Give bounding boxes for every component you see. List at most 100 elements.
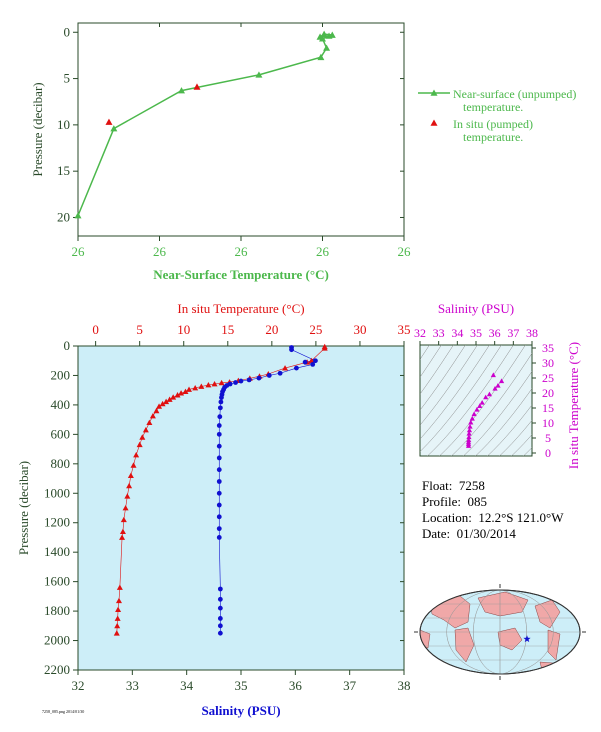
ts-point	[466, 430, 472, 436]
map-landmass	[497, 627, 523, 651]
salinity-point	[216, 526, 222, 532]
profile-salinity-tick-label: 38	[398, 678, 411, 693]
salinity-point	[217, 405, 223, 411]
ts-point	[466, 437, 472, 443]
ts-point	[474, 406, 480, 412]
map-meridian	[473, 590, 527, 674]
float-info-block: Float: 7258 Profile: 085 Location: 12.2°…	[422, 478, 563, 542]
legend-marker-near-surface	[430, 89, 438, 96]
salinity-point	[216, 455, 222, 461]
salinity-point	[216, 502, 222, 508]
near-surface-y-tick-label: 5	[64, 71, 71, 86]
temperature-point	[136, 441, 143, 448]
ts-point	[466, 427, 473, 433]
salinity-point	[217, 596, 223, 602]
near-surface-point	[74, 212, 82, 219]
location-label: Location:	[422, 510, 472, 525]
temperature-point	[114, 615, 121, 621]
profile-temperature-tick-label: 30	[353, 322, 366, 337]
salinity-point	[217, 414, 223, 420]
salinity-point	[216, 423, 222, 428]
temperature-point	[139, 434, 146, 440]
temperature-point	[120, 516, 127, 523]
ts-temperature-tick-label: 30	[542, 356, 554, 370]
salinity-point	[216, 514, 222, 520]
near-surface-point	[255, 71, 263, 78]
salinity-point	[256, 375, 262, 381]
profile-pressure-tick-label: 600	[51, 426, 71, 441]
location-row: Location: 12.2°S 121.0°W	[422, 510, 563, 526]
location-value: 12.2°S 121.0°W	[478, 510, 564, 525]
near-surface-y-axis-title: Pressure (decibar)	[30, 82, 45, 176]
near-surface-x-tick-label: 26	[153, 244, 167, 259]
ts-salinity-tick-label: 36	[489, 326, 501, 340]
float-value: 7258	[458, 478, 485, 493]
ts-density-contour	[420, 345, 442, 378]
near-surface-point	[110, 125, 118, 132]
profile-salinity-tick-label: 35	[235, 678, 248, 693]
temperature-point	[124, 493, 131, 499]
profile-salinity-tick-label: 33	[126, 678, 139, 693]
near-surface-point	[317, 53, 325, 61]
ts-density-contour	[463, 370, 532, 456]
near-surface-point	[320, 30, 328, 37]
legend-label-in-situ: In situ (pumped)	[453, 117, 533, 131]
temperature-point	[119, 528, 126, 534]
salinity-point	[217, 623, 223, 629]
ts-point	[479, 400, 485, 405]
ts-density-contour	[420, 345, 454, 395]
temperature-point	[205, 382, 212, 388]
profile-pressure-tick-label: 2200	[44, 662, 70, 677]
ts-salinity-axis-title: Salinity (PSU)	[438, 301, 514, 316]
near-surface-x-tick-label: 26	[72, 244, 86, 259]
ts-point	[466, 434, 472, 440]
profile-temperature-tick-label: 15	[221, 322, 234, 337]
profile-temperature-tick-label: 25	[309, 322, 322, 337]
near-surface-frame	[77, 22, 405, 237]
temperature-point	[113, 630, 120, 636]
profile-temperature-tick-label: 10	[177, 322, 190, 337]
ts-temperature-tick-label: 15	[542, 401, 554, 415]
temperature-point	[170, 394, 177, 400]
ts-density-contour	[420, 345, 466, 411]
profile-pressure-tick-label: 1600	[44, 574, 70, 589]
footer-filename: 7258_085.png 2014/01/30	[42, 709, 85, 714]
salinity-point	[217, 586, 223, 592]
ts-point	[468, 419, 474, 425]
profile-pressure-tick-label: 400	[51, 397, 71, 412]
salinity-point	[313, 358, 318, 364]
salinity-point	[216, 467, 222, 473]
salinity-point	[216, 431, 222, 437]
temperature-point	[156, 403, 163, 409]
profile-pressure-tick-label: 1200	[44, 515, 70, 530]
legend-marker-in-situ	[430, 119, 438, 126]
near-surface-y-tick-label: 10	[57, 117, 70, 132]
near-surface-y-tick-label: 0	[64, 24, 71, 39]
ts-density-contour	[420, 345, 478, 426]
legend-label-near-surface-2: temperature.	[463, 100, 523, 114]
ts-temperature-tick-label: 5	[545, 431, 551, 445]
ts-temperature-tick-label: 20	[542, 386, 554, 400]
profile-pressure-tick-label: 1400	[44, 544, 70, 559]
map-landmass	[454, 627, 475, 663]
profile-pressure-tick-label: 2000	[44, 633, 70, 648]
temperature-point	[218, 379, 225, 386]
temperature-point	[186, 386, 193, 392]
ts-plot-area	[419, 344, 533, 457]
profile-row: Profile: 085	[422, 494, 563, 510]
date-value: 01/30/2014	[456, 526, 516, 541]
salinity-point	[217, 605, 223, 611]
profile-pressure-tick-label: 200	[51, 367, 71, 382]
salinity-point	[266, 373, 272, 378]
ts-temperature-tick-label: 25	[542, 371, 554, 385]
temperature-point	[192, 384, 199, 391]
temperature-point	[321, 345, 328, 351]
ts-temperature-tick-label: 0	[545, 446, 551, 460]
temperature-point	[308, 357, 315, 364]
date-label: Date:	[422, 526, 451, 541]
ts-point	[486, 391, 493, 397]
temperature-point	[130, 462, 137, 468]
legend-label-in-situ-2: temperature.	[463, 130, 523, 144]
profile-pressure-tick-label: 1000	[44, 485, 70, 500]
